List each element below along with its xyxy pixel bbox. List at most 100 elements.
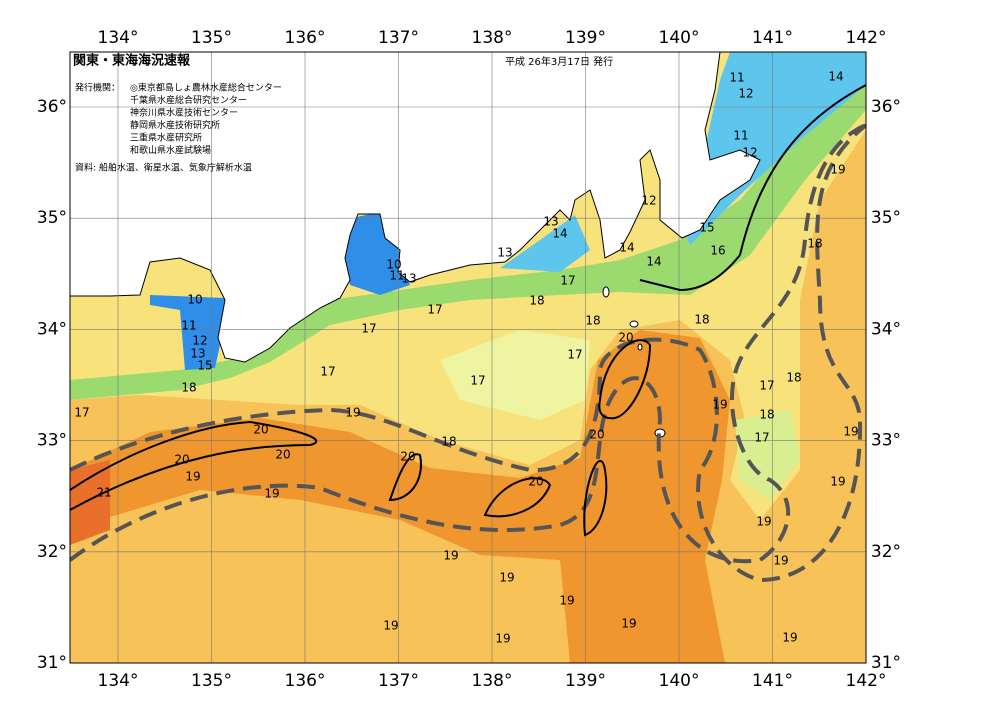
- latitude-label: 34°: [871, 319, 901, 339]
- latitude-label: 32°: [37, 542, 67, 562]
- isotherm-label: 12: [738, 87, 753, 101]
- issue-date: 平成 26年3月17日 発行: [505, 55, 613, 68]
- isotherm-label: 18: [441, 435, 456, 449]
- isotherm-label: 11: [389, 269, 404, 283]
- longitude-label: 142°: [846, 671, 887, 691]
- isotherm-label: 21: [96, 486, 111, 500]
- kuroshio-south-edge: [70, 123, 866, 564]
- isotherm-label: 10: [187, 293, 202, 307]
- ise-bay: [345, 212, 410, 295]
- isotherm-label: 19: [843, 425, 858, 439]
- latitude-label: 33°: [871, 431, 901, 451]
- land: [70, 52, 761, 363]
- boso-lime: [735, 410, 800, 500]
- latitude-label: 31°: [871, 653, 901, 673]
- issuer: ◎東京都島しょ農林水産総合センター: [130, 82, 282, 94]
- isotherm-label: 15: [197, 359, 212, 373]
- longitude-label: 136°: [285, 671, 326, 691]
- longitude-label: 138°: [472, 671, 513, 691]
- island: [637, 343, 643, 351]
- warm-water: [70, 330, 730, 663]
- issuer: 神奈川県水産技術センター: [130, 107, 238, 119]
- isotherm-label: 20: [618, 331, 633, 345]
- isotherm-label: 19: [559, 594, 574, 608]
- longitude-label: 137°: [378, 28, 419, 48]
- longitude-label: 139°: [565, 28, 606, 48]
- latitude-label: 36°: [37, 97, 67, 117]
- isotherm-label: 17: [320, 365, 335, 379]
- issuer-label: 発行機関：: [75, 82, 120, 94]
- longitude-label: 135°: [191, 28, 232, 48]
- map-area: [70, 52, 866, 663]
- isotherm-label: 19: [830, 475, 845, 489]
- isotherm-label: 12: [742, 146, 757, 160]
- isotherm-label: 19: [499, 571, 514, 585]
- latitude-label: 34°: [37, 319, 67, 339]
- longitude-label: 140°: [659, 671, 700, 691]
- isotherm-label: 18: [529, 294, 544, 308]
- isotherm-label: 19: [345, 406, 360, 420]
- longitude-label: 135°: [191, 671, 232, 691]
- isotherm-label: 20: [400, 450, 415, 464]
- longitude-label: 141°: [752, 671, 793, 691]
- latitude-label: 35°: [37, 208, 67, 228]
- isotherm-label: 19: [264, 487, 279, 501]
- latitude-label: 36°: [871, 97, 901, 117]
- isotherm-label: 20: [174, 453, 189, 467]
- isotherm-label: 10: [386, 258, 401, 272]
- isotherm-label: 19: [495, 632, 510, 646]
- issuer: 和歌山県水産試験場: [130, 144, 211, 156]
- isotherm: [583, 460, 608, 537]
- isotherm-label: 19: [383, 619, 398, 633]
- isotherm-label: 17: [759, 379, 774, 393]
- isotherm-label: 18: [786, 371, 801, 385]
- isotherm-label: 13: [543, 215, 558, 229]
- longitude-label: 138°: [472, 28, 513, 48]
- issuer: 静岡県水産技術研究所: [130, 119, 220, 131]
- isotherm-label: 17: [560, 274, 575, 288]
- island: [602, 286, 610, 298]
- isotherm: [639, 84, 866, 292]
- isotherm-label: 17: [361, 322, 376, 336]
- isotherm-label: 19: [185, 470, 200, 484]
- isotherm-label: 14: [552, 227, 567, 241]
- warmest-water: [70, 460, 110, 545]
- latitude-label: 35°: [871, 208, 901, 228]
- isotherm-label: 13: [401, 272, 416, 286]
- isotherm-label: 15: [699, 221, 714, 235]
- isotherm-label: 14: [646, 255, 661, 269]
- isotherm-label: 17: [567, 348, 582, 362]
- isotherm-label: 19: [756, 515, 771, 529]
- data-source: 資料: 船舶水温、衛星水温、気象庁解析水温: [75, 162, 252, 174]
- latitude-label: 32°: [871, 542, 901, 562]
- isotherm-label: 17: [74, 406, 89, 420]
- isotherm-label: 17: [427, 303, 442, 317]
- issuer: 三重県水産研究所: [130, 132, 202, 144]
- isotherm: [598, 339, 652, 420]
- isotherm-label: 18: [807, 237, 822, 251]
- latitude-label: 33°: [37, 431, 67, 451]
- isotherm-label: 13: [497, 246, 512, 260]
- isotherm-label: 19: [830, 163, 845, 177]
- longitude-label: 137°: [378, 671, 419, 691]
- green-band: [70, 60, 866, 400]
- map-frame: [69, 51, 867, 664]
- graticule: [70, 52, 866, 663]
- isotherm-label: 19: [712, 398, 727, 412]
- isotherm-label: 20: [253, 423, 268, 437]
- isotherm-label: 20: [275, 448, 290, 462]
- suruga-bay: [500, 215, 590, 272]
- isotherm-label: 20: [589, 428, 604, 442]
- isotherm-label: 16: [710, 244, 725, 258]
- longitude-label: 141°: [752, 28, 793, 48]
- isotherm-label: 19: [443, 549, 458, 563]
- longitude-label: 139°: [565, 671, 606, 691]
- isotherm-label: 13: [190, 347, 205, 361]
- isotherm-label: 12: [192, 334, 207, 348]
- isotherm-label: 11: [181, 319, 196, 333]
- issuer: 千葉県水産総合研究センター: [130, 94, 247, 106]
- isotherm-label: 12: [641, 194, 656, 208]
- longitude-label: 134°: [98, 671, 139, 691]
- isotherm-label: 11: [729, 71, 744, 85]
